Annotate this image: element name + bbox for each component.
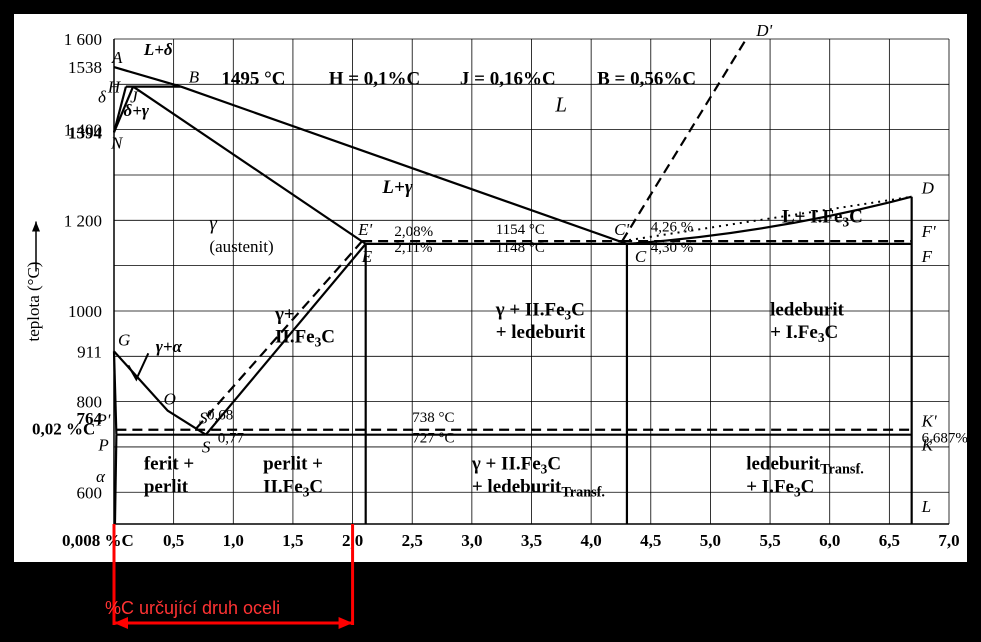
svg-text:L+ I.Fe3C: L+ I.Fe3C — [782, 207, 863, 230]
svg-text:0,68: 0,68 — [207, 408, 233, 424]
phase-diagram: 0,5 1,0 1,5 2,0 2,5 3,0 3,5 4,0 4,5 5,0 5,5 6,0 6,5 7… — [14, 14, 967, 562]
svg-text:A: A — [111, 48, 123, 67]
svg-text:1,5: 1,5 — [282, 531, 303, 550]
svg-text:E: E — [361, 247, 373, 266]
svg-text:γ: γ — [209, 213, 217, 234]
svg-text:2,08%: 2,08% — [394, 224, 433, 240]
svg-text:1538: 1538 — [68, 58, 102, 77]
svg-text:6,5: 6,5 — [879, 531, 900, 550]
svg-text:1,0: 1,0 — [223, 531, 244, 550]
svg-text:0,5: 0,5 — [163, 531, 184, 550]
svg-text:(austenit): (austenit) — [209, 237, 273, 256]
svg-text:O: O — [164, 390, 176, 409]
svg-text:5,0: 5,0 — [700, 531, 721, 550]
svg-text:perlit +: perlit + — [263, 454, 323, 475]
svg-text:2,11%: 2,11% — [394, 240, 432, 256]
svg-text:H = 0,1%C: H = 0,1%C — [329, 68, 421, 89]
svg-text:II.Fe3C: II.Fe3C — [263, 476, 323, 499]
svg-text:γ+: γ+ — [274, 304, 295, 325]
svg-text:1495 °C: 1495 °C — [221, 68, 285, 89]
svg-text:6,687%: 6,687% — [922, 430, 967, 446]
svg-text:γ + II.Fe3C: γ + II.Fe3C — [471, 454, 561, 477]
svg-text:4,5: 4,5 — [640, 531, 661, 550]
svg-text:2,0: 2,0 — [342, 531, 363, 550]
svg-text:δ: δ — [98, 87, 107, 106]
svg-text:911: 911 — [77, 342, 102, 361]
svg-text:1154 °C: 1154 °C — [496, 222, 545, 238]
svg-text:1 200: 1 200 — [64, 211, 102, 230]
svg-text:2,5: 2,5 — [402, 531, 423, 550]
svg-text:+ ledeburitTransf.: + ledeburitTransf. — [472, 476, 605, 500]
svg-text:G: G — [118, 330, 130, 349]
svg-text:δ+γ: δ+γ — [124, 101, 150, 120]
svg-text:L+γ: L+γ — [381, 177, 412, 198]
svg-text:S: S — [202, 438, 211, 457]
svg-text:II.Fe3C: II.Fe3C — [275, 327, 335, 350]
svg-text:teplota (°C): teplota (°C) — [24, 262, 43, 342]
svg-text:0,008 %C: 0,008 %C — [62, 531, 134, 550]
svg-text:C': C' — [614, 220, 629, 239]
diagram-paper: 0,5 1,0 1,5 2,0 2,5 3,0 3,5 4,0 4,5 5,0 5,5 6,0 6,5 7… — [14, 14, 967, 562]
svg-text:F: F — [921, 247, 933, 266]
svg-text:1394: 1394 — [68, 123, 103, 142]
svg-text:4,30 %: 4,30 % — [651, 240, 694, 256]
svg-text:3,5: 3,5 — [521, 531, 542, 550]
svg-text:H: H — [107, 78, 122, 97]
svg-text:B: B — [189, 68, 200, 87]
svg-text:F': F' — [921, 222, 936, 241]
svg-text:J = 0,16%C: J = 0,16%C — [460, 68, 556, 89]
svg-text:N: N — [110, 133, 124, 152]
svg-text:727 °C: 727 °C — [412, 430, 454, 446]
svg-text:K': K' — [921, 412, 937, 431]
svg-text:B = 0,56%C: B = 0,56%C — [597, 68, 696, 89]
svg-text:ledeburitTransf.: ledeburitTransf. — [746, 454, 864, 478]
svg-text:+ ledeburit: + ledeburit — [496, 322, 586, 343]
svg-text:P': P' — [95, 411, 110, 430]
svg-text:+ I.Fe3C: + I.Fe3C — [746, 476, 814, 499]
svg-text:1000: 1000 — [68, 302, 102, 321]
svg-text:0,02 %C: 0,02 %C — [32, 420, 95, 439]
svg-text:E': E' — [357, 220, 372, 239]
svg-text:ferit +: ferit + — [144, 454, 194, 475]
svg-text:1 600: 1 600 — [64, 30, 102, 49]
svg-text:1148 °C: 1148 °C — [496, 240, 545, 256]
svg-text:ledeburit: ledeburit — [770, 299, 845, 320]
svg-text:0,77: 0,77 — [218, 430, 245, 446]
svg-text:3,0: 3,0 — [461, 531, 482, 550]
svg-text:P: P — [97, 436, 108, 455]
svg-text:C: C — [635, 247, 647, 266]
svg-text:4,26 %: 4,26 % — [651, 220, 694, 236]
svg-text:5,5: 5,5 — [759, 531, 780, 550]
svg-text:7,0: 7,0 — [938, 531, 959, 550]
svg-text:γ+α: γ+α — [156, 337, 183, 356]
svg-text:4,0: 4,0 — [581, 531, 602, 550]
svg-text:D: D — [921, 179, 935, 198]
svg-text:+ I.Fe3C: + I.Fe3C — [770, 322, 838, 345]
svg-text:6,0: 6,0 — [819, 531, 840, 550]
outer-frame: 0,5 1,0 1,5 2,0 2,5 3,0 3,5 4,0 4,5 5,0 5,5 6,0 6,5 7… — [0, 0, 981, 642]
svg-text:738 °C: 738 °C — [412, 410, 454, 426]
svg-text:perlit: perlit — [144, 476, 189, 497]
svg-text:α: α — [96, 467, 106, 486]
svg-text:D': D' — [755, 21, 772, 40]
svg-text:L+δ: L+δ — [143, 40, 173, 59]
svg-text:γ + II.Fe3C: γ + II.Fe3C — [495, 299, 585, 322]
red-label: %C určující druh oceli — [105, 598, 280, 619]
svg-text:L: L — [554, 93, 567, 117]
svg-text:L: L — [921, 497, 931, 516]
